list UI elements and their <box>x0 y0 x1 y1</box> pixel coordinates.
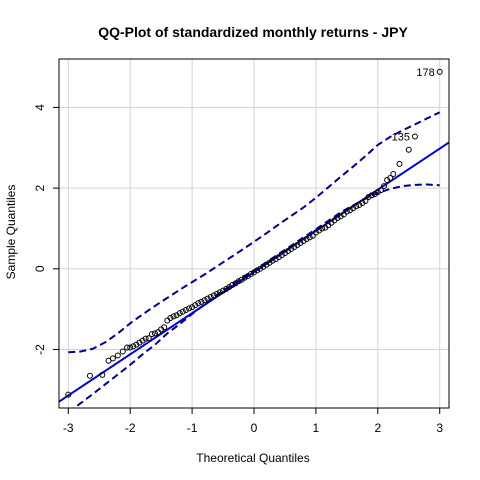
data-point <box>309 232 316 239</box>
data-point <box>148 331 155 338</box>
data-point <box>109 355 116 362</box>
reference-line-group <box>59 141 449 403</box>
x-tick-label: 2 <box>374 421 381 435</box>
data-point <box>365 193 372 200</box>
data-point <box>145 335 152 342</box>
data-point <box>235 278 242 285</box>
annotations: 178 135 <box>392 67 435 144</box>
y-tick-label: 0 <box>33 265 47 272</box>
point-annotation-178: 178 <box>416 67 434 79</box>
data-point <box>269 257 276 264</box>
data-point <box>151 330 158 337</box>
data-point <box>213 290 220 297</box>
data-point <box>167 315 174 322</box>
data-point <box>220 287 227 294</box>
data-point <box>247 271 254 278</box>
y-tick-label: -2 <box>33 344 47 355</box>
data-point <box>436 68 443 75</box>
data-point <box>142 335 149 342</box>
chart-title: QQ-Plot of standardized monthly returns … <box>98 24 408 40</box>
data-point <box>254 267 261 274</box>
data-point <box>176 310 183 317</box>
data-point <box>229 281 236 288</box>
data-point <box>195 300 202 307</box>
x-tick-label: 0 <box>251 421 258 435</box>
data-point <box>170 313 177 320</box>
y-axis-label: Sample Quantiles <box>4 185 18 280</box>
data-point <box>204 295 211 302</box>
data-point <box>411 133 418 140</box>
data-point <box>390 170 397 177</box>
data-point <box>198 298 205 305</box>
data-point <box>119 348 126 355</box>
data-point <box>405 146 412 153</box>
data-point <box>368 192 375 199</box>
data-point <box>377 187 384 194</box>
point-annotation-135: 135 <box>392 131 410 143</box>
x-tick-label: -2 <box>125 421 136 435</box>
data-point <box>86 372 93 379</box>
data-point <box>353 203 360 210</box>
data-point <box>343 208 350 215</box>
data-points <box>65 68 443 398</box>
data-point <box>127 344 134 351</box>
confidence-band-upper <box>68 111 441 354</box>
reference-line <box>59 141 449 403</box>
x-tick-label: -3 <box>63 421 74 435</box>
data-point <box>387 175 394 182</box>
x-axis-label: Theoretical Quantiles <box>196 451 309 465</box>
data-point <box>396 160 403 167</box>
x-tick-label: 1 <box>313 421 320 435</box>
y-tick-label: 2 <box>33 184 47 191</box>
axes: -3 -2 -1 0 1 2 3 -2 0 2 4 <box>33 58 450 435</box>
data-point <box>124 344 131 351</box>
y-tick-label: 4 <box>33 104 47 111</box>
data-point <box>303 235 310 242</box>
x-tick-label: -1 <box>187 421 198 435</box>
data-point <box>201 297 208 304</box>
data-point <box>381 183 387 190</box>
data-point <box>114 352 121 359</box>
data-point <box>65 391 72 398</box>
data-point <box>182 306 189 313</box>
data-point <box>216 289 223 296</box>
data-point <box>179 308 186 315</box>
data-point <box>130 343 137 350</box>
data-point <box>334 214 341 221</box>
data-point <box>210 292 217 299</box>
data-point <box>362 198 369 205</box>
data-point <box>241 274 248 281</box>
data-point <box>99 371 106 378</box>
data-point <box>306 234 313 241</box>
x-tick-label: 3 <box>436 421 443 435</box>
data-point <box>161 324 168 331</box>
data-point <box>186 305 192 312</box>
data-point <box>319 225 326 232</box>
data-point <box>105 357 112 364</box>
data-point <box>207 294 214 301</box>
